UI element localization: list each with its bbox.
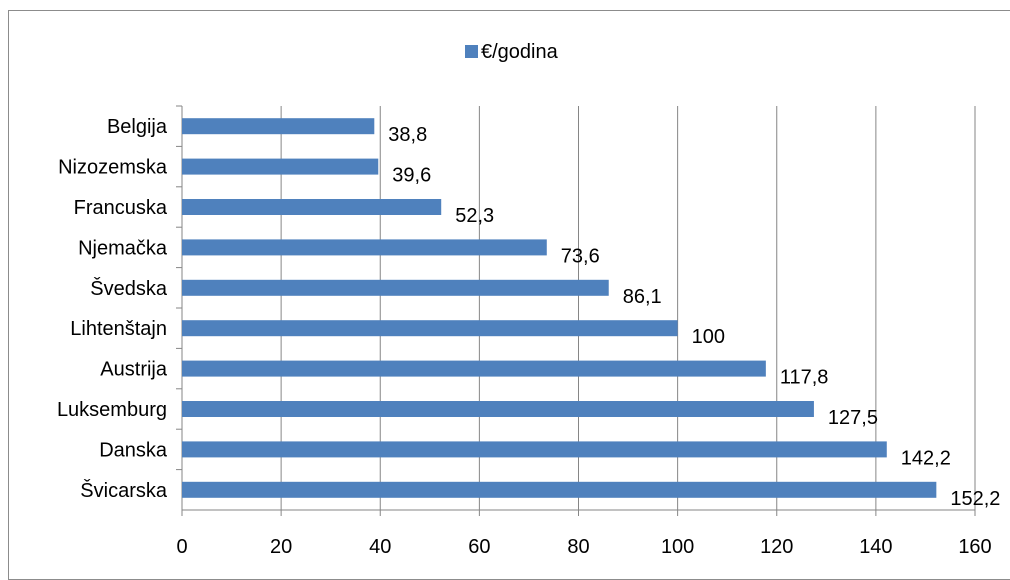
data-label: 152,2 xyxy=(950,488,1000,510)
bar xyxy=(182,360,766,377)
x-tick-label: 60 xyxy=(468,536,490,558)
x-tick-label: 140 xyxy=(859,536,892,558)
category-label: Francuska xyxy=(74,197,168,219)
x-tick-label: 40 xyxy=(369,536,391,558)
bar xyxy=(182,239,547,256)
x-tick-label: 120 xyxy=(760,536,793,558)
x-tick-label: 80 xyxy=(567,536,589,558)
bar xyxy=(182,279,609,296)
category-label: Njemačka xyxy=(78,237,168,259)
data-label: 142,2 xyxy=(901,447,951,469)
bar xyxy=(182,441,887,458)
category-label: Švedska xyxy=(90,277,168,300)
bar xyxy=(182,320,678,337)
data-label: 38,8 xyxy=(388,124,427,146)
legend-label: €/godina xyxy=(481,41,559,63)
bars xyxy=(182,118,937,498)
x-tick-label: 0 xyxy=(176,536,187,558)
category-label: Belgija xyxy=(107,116,168,138)
bar xyxy=(182,199,442,215)
data-label: 100 xyxy=(692,326,725,348)
category-label: Lihtenštajn xyxy=(70,318,167,340)
bar xyxy=(182,158,379,175)
x-tick-labels: 0 20 40 60 80 100 120 140 160 xyxy=(176,536,991,558)
category-label: Austrija xyxy=(100,359,168,381)
data-label: 52,3 xyxy=(455,205,494,227)
x-tick-label: 100 xyxy=(661,536,694,558)
category-label: Nizozemska xyxy=(58,157,168,179)
x-tick-label: 160 xyxy=(958,536,991,558)
bar xyxy=(182,401,814,417)
category-label: Luksemburg xyxy=(57,399,167,421)
category-label: Švicarska xyxy=(80,479,168,502)
data-label: 73,6 xyxy=(561,245,600,267)
bar-chart: Belgija Nizozemska Francuska Njemačka Švedsk… xyxy=(57,41,1000,558)
data-label: 39,6 xyxy=(392,165,431,187)
x-tick-label: 20 xyxy=(270,536,292,558)
category-labels: Belgija Nizozemska Francuska Njemačka Švedsk… xyxy=(57,116,168,502)
data-labels: 38,8 39,6 52,3 73,6 86,1 100 117,8 127,5 142,2 15… xyxy=(388,124,1000,510)
bar xyxy=(182,481,937,498)
bar xyxy=(182,118,375,135)
category-label: Danska xyxy=(99,439,168,461)
data-label: 86,1 xyxy=(623,286,662,308)
data-label: 117,8 xyxy=(780,367,829,389)
legend: €/godina xyxy=(465,41,559,63)
legend-swatch xyxy=(465,45,478,58)
data-label: 127,5 xyxy=(828,407,878,429)
